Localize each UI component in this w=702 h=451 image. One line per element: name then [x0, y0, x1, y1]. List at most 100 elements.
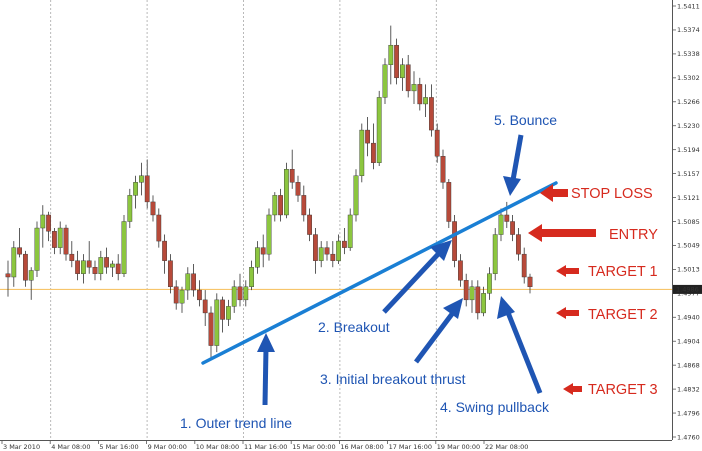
- price-tick-label: 1.5411: [677, 2, 700, 10]
- candle-body: [475, 286, 481, 314]
- annotation-arrows: [257, 134, 543, 406]
- target1-arrow: [556, 265, 579, 277]
- candle-body: [266, 214, 272, 255]
- candle-body: [394, 44, 399, 79]
- candle-body: [69, 253, 75, 261]
- price-tick-label: 1.4868: [677, 361, 700, 369]
- price-tick-label: 1.5085: [677, 218, 700, 226]
- price-tick-label: 1.5157: [677, 170, 700, 178]
- candle-body: [400, 64, 405, 79]
- candle-body: [498, 214, 504, 235]
- candle-body: [382, 64, 388, 98]
- candle-body: [63, 227, 69, 255]
- time-tick-label: 5 Mar 16:00: [99, 443, 138, 451]
- price-tick-label: 1.5338: [677, 50, 700, 58]
- candle-body: [243, 286, 249, 301]
- candle-body: [353, 175, 359, 216]
- candle-body: [127, 195, 133, 222]
- price-tick-label: 1.5013: [677, 266, 700, 274]
- stop-loss-arrow: [540, 184, 568, 202]
- bounce-arrow: [503, 134, 524, 196]
- candle-body: [434, 129, 440, 157]
- candle-body: [191, 273, 196, 291]
- outer-trend-line: [201, 181, 558, 365]
- candle-body: [162, 240, 167, 261]
- candle-body: [278, 195, 283, 216]
- price-tick-label: 1.4760: [677, 433, 700, 441]
- candle-body: [208, 312, 214, 346]
- candle-body: [318, 247, 324, 261]
- entry-arrow: [528, 224, 596, 242]
- candle-body: [133, 182, 138, 196]
- candle-body: [417, 84, 423, 105]
- candle-body: [52, 231, 57, 248]
- price-axis: 1.5411 1.5374 1.5338 1.5302 1.5266 1.5230 1.51…: [672, 2, 700, 441]
- candle-body: [202, 299, 208, 314]
- candle-body: [342, 240, 347, 248]
- candle-body: [504, 214, 510, 222]
- candle-body: [371, 142, 376, 163]
- candle-body: [307, 214, 312, 235]
- time-tick-label: 9 Mar 00:00: [148, 443, 187, 451]
- candle-body: [214, 299, 220, 346]
- bounce-label: 5. Bounce: [494, 112, 557, 128]
- candle-body: [452, 221, 457, 261]
- candle-body: [46, 214, 52, 232]
- price-tick-label: 1.4904: [677, 338, 700, 346]
- candle-body: [429, 97, 434, 131]
- price-tick-label: 1.4796: [677, 409, 700, 417]
- trend-line-label: 1. Outer trend line: [180, 415, 292, 431]
- time-tick-label: 10 Mar 08:00: [196, 443, 239, 451]
- current-price-tag: [673, 284, 702, 294]
- candle-body: [313, 234, 318, 261]
- candle-body: [492, 234, 498, 274]
- candle-body: [225, 306, 231, 320]
- candle-body: [104, 257, 110, 268]
- candle-body: [23, 253, 28, 281]
- candle-body: [173, 286, 179, 304]
- candle-body: [179, 289, 185, 304]
- candle-body: [249, 267, 254, 288]
- candle-body: [510, 221, 515, 235]
- price-tick-label: 1.5266: [677, 98, 700, 106]
- candle-body: [284, 169, 289, 216]
- candle-body: [295, 182, 301, 196]
- candle-body: [272, 195, 278, 216]
- candle-body: [330, 253, 336, 261]
- candle-body: [324, 247, 330, 255]
- candle-body: [121, 221, 127, 274]
- time-tick-label: 4 Mar 08:00: [51, 443, 90, 451]
- stop-loss-label: STOP LOSS: [571, 186, 653, 202]
- price-tick-label: 1.5302: [677, 74, 700, 82]
- candle-body: [446, 182, 452, 222]
- candle-body: [289, 169, 295, 183]
- time-tick-label: 11 Mar 16:00: [244, 443, 287, 451]
- candle-body: [359, 129, 365, 176]
- candle-body: [411, 84, 417, 92]
- candle-body: [463, 280, 469, 301]
- candle-body: [75, 260, 81, 274]
- candle-body: [57, 227, 63, 248]
- target2-label: TARGET 2: [588, 307, 658, 323]
- price-tick-label: 1.4940: [677, 314, 700, 322]
- candle-body: [376, 97, 382, 163]
- candle-body: [231, 286, 237, 307]
- breakout-thrust-arrow: [414, 298, 463, 364]
- breakout-arrow: [382, 240, 452, 314]
- price-tick-label: 1.5049: [677, 242, 700, 250]
- entry-label: ENTRY: [609, 227, 658, 243]
- breakout-label: 2. Breakout: [318, 319, 390, 335]
- candle-body: [481, 293, 486, 314]
- price-tick-label: 1.5374: [677, 26, 700, 34]
- candle-body: [254, 247, 260, 268]
- time-tick-label: 22 Mar 08:00: [485, 443, 528, 451]
- candle-body: [388, 44, 394, 65]
- target3-arrow: [563, 383, 582, 395]
- candle-body: [80, 260, 86, 274]
- candle-body: [237, 286, 243, 301]
- candle-body: [516, 234, 521, 255]
- candle-body: [487, 273, 492, 294]
- candle-body: [405, 64, 411, 92]
- candle-body: [150, 201, 156, 216]
